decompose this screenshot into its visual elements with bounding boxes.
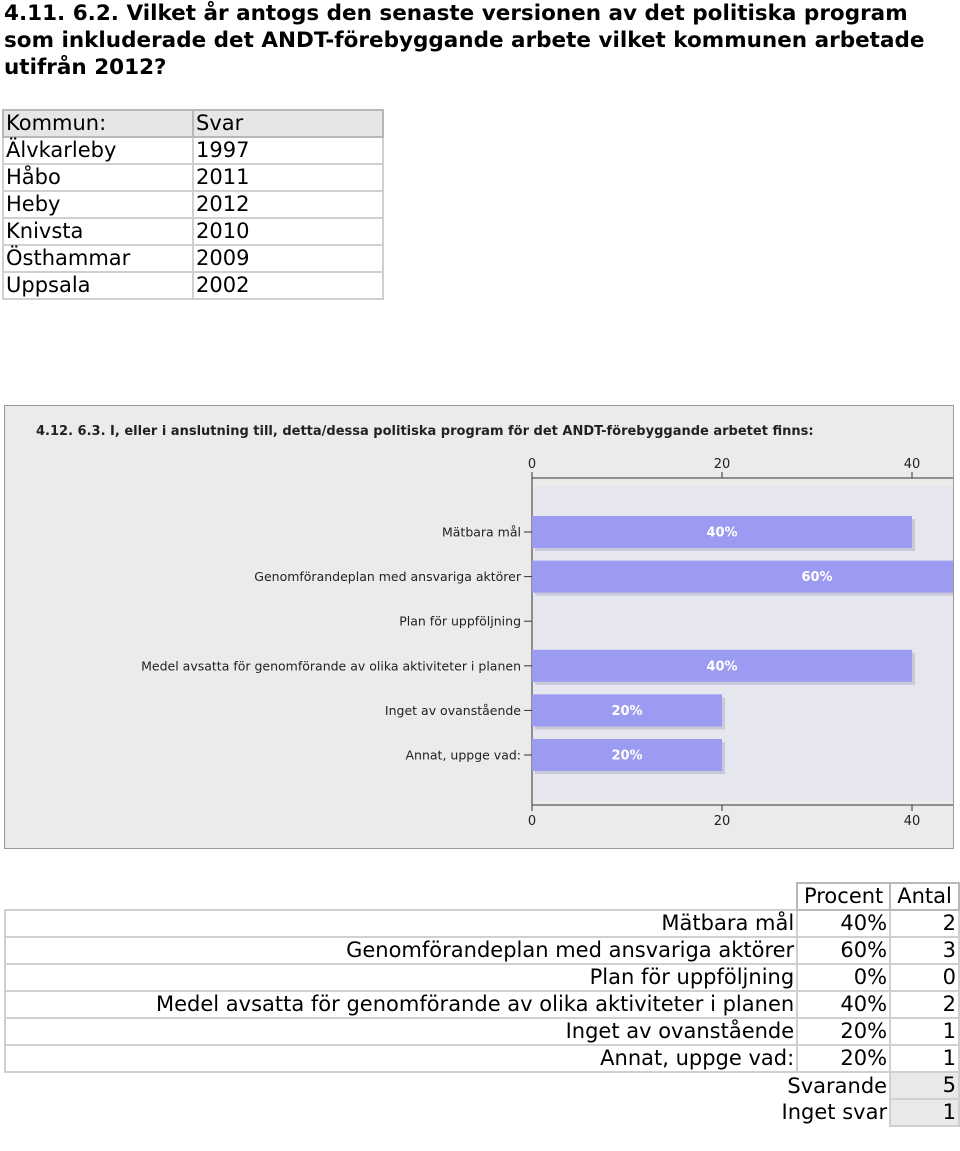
municipality-year: 2011 xyxy=(192,163,384,192)
answer-count: 2 xyxy=(889,909,960,938)
answer-label: Annat, uppge vad: xyxy=(3,1044,799,1073)
answer-count: 2 xyxy=(889,990,960,1019)
category-label: Inget av ovanstående xyxy=(385,703,521,718)
bottom-tick-label: 20 xyxy=(714,814,731,829)
answer-percent: 60% xyxy=(796,936,892,965)
category-label: Medel avsatta för genomförande av olika … xyxy=(141,658,521,673)
municipality-name: Älvkarleby xyxy=(2,136,194,165)
table-row: Genomförandeplan med ansvariga aktörer 6… xyxy=(3,936,960,965)
answer-label: Mätbara mål xyxy=(3,909,799,938)
table-header-row: Procent Antal xyxy=(5,882,960,911)
bar xyxy=(532,649,912,682)
answer-label: Genomförandeplan med ansvariga aktörer xyxy=(3,936,799,965)
header-spacer xyxy=(5,883,797,910)
answer-percent: 40% xyxy=(796,909,892,938)
bar xyxy=(532,694,722,727)
answer-percent: 20% xyxy=(796,1017,892,1046)
answer-count: 3 xyxy=(889,936,960,965)
answer-count: 1 xyxy=(889,1017,960,1046)
summary-row-no-answer: Inget svar 1 xyxy=(5,1098,960,1127)
table-row: Plan för uppföljning 0% 0 xyxy=(3,963,960,992)
municipality-name: Östhammar xyxy=(2,244,194,273)
bar-value-label: 40% xyxy=(706,526,737,541)
answer-percent: 0% xyxy=(796,963,892,992)
top-tick-label: 0 xyxy=(528,457,536,472)
table-row: Knivsta 2010 xyxy=(2,217,384,246)
question-heading: 4.11. 6.2. Vilket år antogs den senaste … xyxy=(4,1,925,80)
results-table: Procent Antal Mätbara mål 40% 2 Genomför… xyxy=(3,882,960,1127)
column-header-antal: Antal xyxy=(889,882,960,911)
table-row: Östhammar 2009 xyxy=(2,244,384,273)
bottom-tick-label: 40 xyxy=(904,814,921,829)
answer-label: Plan för uppföljning xyxy=(3,963,799,992)
summary-value: 5 xyxy=(889,1071,960,1100)
summary-value: 1 xyxy=(889,1098,960,1127)
table-row: Annat, uppge vad: 20% 1 xyxy=(3,1044,960,1073)
bar-value-label: 20% xyxy=(611,749,642,764)
summary-row-respondents: Svarande 5 xyxy=(5,1071,960,1100)
bar-chart: 4.12. 6.3. I, eller i anslutning till, d… xyxy=(4,405,954,849)
table-row: Uppsala 2002 xyxy=(2,271,384,300)
table-row: Håbo 2011 xyxy=(2,163,384,192)
municipality-year: 2012 xyxy=(192,190,384,219)
table-header-row: Kommun: Svar xyxy=(2,109,384,138)
category-label: Genomförandeplan med ansvariga aktörer xyxy=(254,569,522,584)
top-tick-label: 40 xyxy=(904,457,921,472)
municipality-name: Heby xyxy=(2,190,194,219)
summary-label: Svarande xyxy=(787,1072,890,1099)
bar xyxy=(532,739,722,771)
table-row: Älvkarleby 1997 xyxy=(2,136,384,165)
answer-label: Inget av ovanstående xyxy=(3,1017,799,1046)
summary-label-text: Svarande xyxy=(787,1073,888,1098)
answer-count: 0 xyxy=(889,963,960,992)
answer-percent: 40% xyxy=(796,990,892,1019)
table-row: Heby 2012 xyxy=(2,190,384,219)
table-row: Mätbara mål 40% 2 xyxy=(3,909,960,938)
chart-title: 4.12. 6.3. I, eller i anslutning till, d… xyxy=(36,424,814,439)
bar-value-label: 40% xyxy=(706,659,737,674)
summary-label-text: Inget svar xyxy=(781,1100,888,1124)
municipality-year: 2009 xyxy=(192,244,384,273)
bar-value-label: 20% xyxy=(611,704,642,719)
municipality-name: Uppsala xyxy=(2,271,194,300)
municipality-name: Knivsta xyxy=(2,217,194,246)
column-header-kommun: Kommun: xyxy=(2,109,194,138)
column-header-svar: Svar xyxy=(192,109,384,138)
answer-label: Medel avsatta för genomförande av olika … xyxy=(3,990,799,1019)
bar xyxy=(532,560,953,593)
answer-count: 1 xyxy=(889,1044,960,1073)
municipality-year: 2002 xyxy=(192,271,384,300)
chart-svg: 4.12. 6.3. I, eller i anslutning till, d… xyxy=(36,424,953,829)
table-row: Medel avsatta för genomförande av olika … xyxy=(3,990,960,1019)
category-label: Plan för uppföljning xyxy=(399,614,521,629)
top-tick-label: 20 xyxy=(714,457,731,472)
municipality-name: Håbo xyxy=(2,163,194,192)
municipality-table: Kommun: Svar Älvkarleby 1997 Håbo 2011 H… xyxy=(2,109,384,300)
bar-value-label: 60% xyxy=(801,570,832,585)
answer-percent: 20% xyxy=(796,1044,892,1073)
category-label: Mätbara mål xyxy=(442,525,521,540)
column-header-procent: Procent xyxy=(796,882,892,911)
table-row: Inget av ovanstående 20% 1 xyxy=(3,1017,960,1046)
municipality-year: 2010 xyxy=(192,217,384,246)
category-label: Annat, uppge vad: xyxy=(406,748,522,763)
municipality-year: 1997 xyxy=(192,136,384,165)
summary-label: Inget svar xyxy=(782,1099,890,1126)
bottom-tick-label: 0 xyxy=(528,814,536,829)
bar xyxy=(532,516,912,548)
